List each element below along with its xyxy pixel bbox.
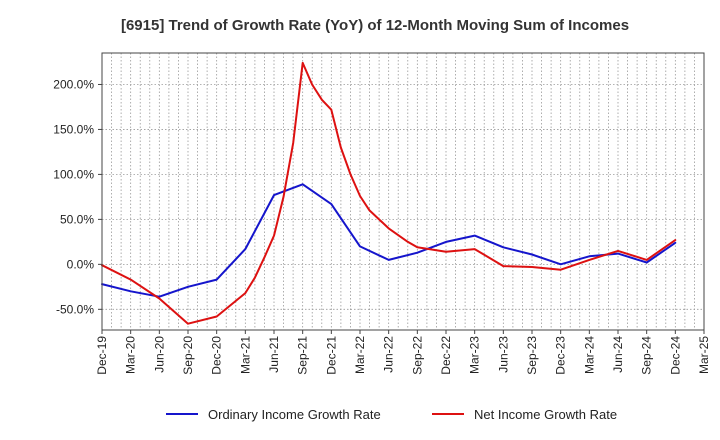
legend-label-net: Net Income Growth Rate bbox=[474, 407, 617, 422]
x-tick-label: Mar-20 bbox=[124, 336, 138, 374]
legend-label-ordinary: Ordinary Income Growth Rate bbox=[208, 407, 381, 422]
plot-frame bbox=[101, 52, 705, 331]
x-tick-label: Dec-22 bbox=[439, 336, 453, 375]
x-tick-label: Sep-21 bbox=[296, 336, 310, 375]
series-layer bbox=[101, 61, 677, 325]
x-tick-label: Jun-23 bbox=[496, 336, 510, 373]
plot-area bbox=[102, 53, 704, 330]
x-tick-label: Dec-24 bbox=[668, 336, 682, 375]
y-tick-label: 150.0% bbox=[53, 122, 94, 136]
x-tick-label: Mar-22 bbox=[353, 336, 367, 374]
x-axis: Dec-19 Mar-20 Jun-20 Sep-20 Dec-20 Mar-21 Jun-… bbox=[95, 330, 711, 375]
x-tick-label: Jun-21 bbox=[267, 336, 281, 373]
y-tick-label: 200.0% bbox=[53, 77, 94, 91]
series-line-ordinary-income bbox=[101, 183, 677, 298]
series-line-net-income bbox=[101, 61, 677, 325]
y-tick-label: 50.0% bbox=[60, 212, 94, 226]
legend: Ordinary Income Growth Rate Net Income G… bbox=[166, 407, 617, 422]
x-tick-label: Dec-20 bbox=[210, 336, 224, 375]
y-tick-label: 100.0% bbox=[53, 167, 94, 181]
x-tick-label: Dec-23 bbox=[554, 336, 568, 375]
x-tick-label: Mar-25 bbox=[697, 336, 711, 374]
x-tick-label: Mar-21 bbox=[238, 336, 252, 374]
x-tick-label: Sep-23 bbox=[525, 336, 539, 375]
x-tick-label: Jun-24 bbox=[611, 336, 625, 373]
x-tick-label: Sep-22 bbox=[410, 336, 424, 375]
y-axis: -50.0% 0.0% 50.0% 100.0% 150.0% 200.0% bbox=[53, 77, 102, 316]
x-tick-label: Mar-24 bbox=[582, 336, 596, 374]
x-tick-label: Mar-23 bbox=[468, 336, 482, 374]
x-tick-label: Sep-24 bbox=[640, 336, 654, 375]
x-tick-label: Jun-20 bbox=[152, 336, 166, 373]
x-tick-label: Dec-19 bbox=[95, 336, 109, 375]
grid bbox=[102, 53, 704, 330]
x-tick-label: Jun-22 bbox=[382, 336, 396, 373]
y-tick-label: -50.0% bbox=[56, 302, 94, 316]
chart-title: [6915] Trend of Growth Rate (YoY) of 12-… bbox=[121, 17, 629, 34]
x-tick-label: Dec-21 bbox=[324, 336, 338, 375]
y-tick-label: 0.0% bbox=[67, 257, 95, 271]
x-tick-label: Sep-20 bbox=[181, 336, 195, 375]
